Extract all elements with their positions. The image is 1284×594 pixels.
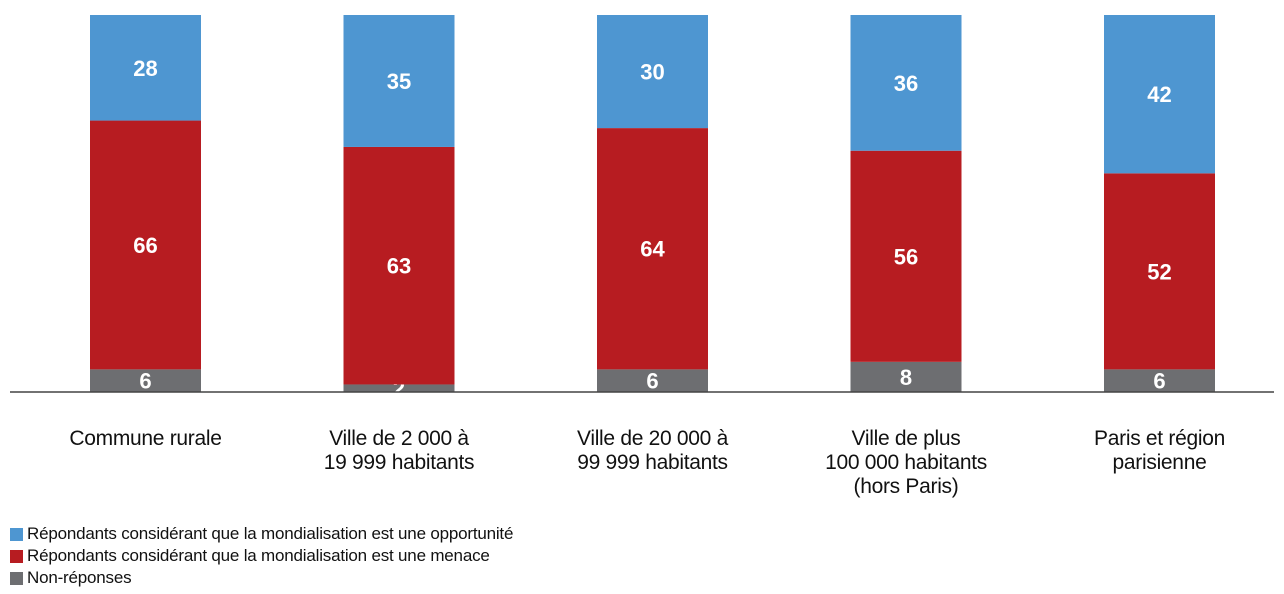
bar-segment-threat-0 bbox=[90, 120, 201, 370]
data-label-threat-0: 66 bbox=[133, 233, 157, 258]
category-label-4: Paris et région parisienne bbox=[1094, 427, 1225, 474]
bar-segment-no-answer-0 bbox=[90, 369, 201, 392]
bar-segment-no-answer-1 bbox=[343, 384, 455, 392]
bar-segment-threat-2 bbox=[597, 128, 708, 370]
legend-swatch-opportunity bbox=[10, 527, 23, 541]
category-label-line: Paris et région bbox=[1094, 427, 1225, 450]
legend-item-opportunity: Répondants considérant que la mondialisa… bbox=[10, 523, 513, 545]
bar-segment-no-answer-2 bbox=[597, 369, 708, 392]
legend: Répondants considérant que la mondialisa… bbox=[10, 523, 513, 589]
data-label-opportunity-4: 42 bbox=[1147, 82, 1171, 107]
bar-segment-opportunity-0 bbox=[90, 15, 201, 121]
legend-label-threat: Répondants considérant que la mondialisa… bbox=[27, 546, 490, 565]
category-label-3: Ville de plus 100 000 habitants (hors Pari… bbox=[825, 427, 987, 498]
data-label-opportunity-0: 28 bbox=[133, 56, 157, 81]
category-label-line: Ville de plus bbox=[852, 427, 961, 450]
category-label-line: 100 000 habitants bbox=[825, 451, 987, 474]
bar-segment-threat-1 bbox=[343, 146, 455, 385]
category-label-line: Ville de 2 000 à bbox=[329, 427, 469, 450]
bar-segment-opportunity-2 bbox=[597, 15, 708, 129]
bar-segment-opportunity-3 bbox=[850, 15, 962, 151]
category-label-line: (hors Paris) bbox=[854, 475, 959, 498]
category-label-0: Commune rurale bbox=[69, 427, 221, 450]
legend-item-no-answer: Non-réponses bbox=[10, 567, 513, 589]
category-label-line: Ville de 20 000 à bbox=[577, 427, 729, 450]
bar-segment-opportunity-4 bbox=[1104, 15, 1215, 174]
bar-segment-threat-3 bbox=[850, 150, 962, 362]
category-label-line: parisienne bbox=[1113, 451, 1207, 474]
bar-segment-no-answer-4 bbox=[1104, 369, 1215, 392]
data-label-no-answer-0: 6 bbox=[139, 369, 151, 394]
data-label-threat-1: 63 bbox=[387, 254, 411, 279]
data-label-no-answer-4: 6 bbox=[1153, 369, 1165, 394]
data-label-opportunity-2: 30 bbox=[640, 60, 664, 85]
category-labels: Commune rurale Ville de 2 000 à 19 999 hab… bbox=[69, 427, 1225, 498]
category-label-line: Commune rurale bbox=[69, 427, 221, 450]
category-label-line: 19 999 habitants bbox=[324, 451, 475, 474]
legend-label-opportunity: Répondants considérant que la mondialisa… bbox=[27, 524, 514, 543]
data-label-threat-3: 56 bbox=[894, 244, 918, 269]
legend-swatch-no-answer bbox=[10, 571, 23, 585]
bar-segment-threat-4 bbox=[1104, 173, 1215, 370]
category-label-2: Ville de 20 000 à 99 999 habitants bbox=[577, 427, 729, 474]
legend-item-threat: Répondants considérant que la mondialisa… bbox=[10, 545, 513, 567]
bar-segment-opportunity-1 bbox=[343, 15, 455, 147]
legend-swatch-threat bbox=[10, 549, 23, 563]
data-label-no-answer-3: 8 bbox=[900, 365, 912, 390]
category-label-1: Ville de 2 000 à 19 999 habitants bbox=[324, 427, 475, 474]
data-label-opportunity-3: 36 bbox=[894, 71, 918, 96]
data-label-opportunity-1: 35 bbox=[387, 69, 411, 94]
category-label-line: 99 999 habitants bbox=[577, 451, 728, 474]
data-label-no-answer-2: 6 bbox=[646, 369, 658, 394]
bar-segment-no-answer-3 bbox=[850, 361, 962, 392]
data-label-threat-2: 64 bbox=[640, 237, 665, 262]
legend-label-no-answer: Non-réponses bbox=[27, 568, 132, 587]
data-label-threat-4: 52 bbox=[1147, 259, 1171, 284]
